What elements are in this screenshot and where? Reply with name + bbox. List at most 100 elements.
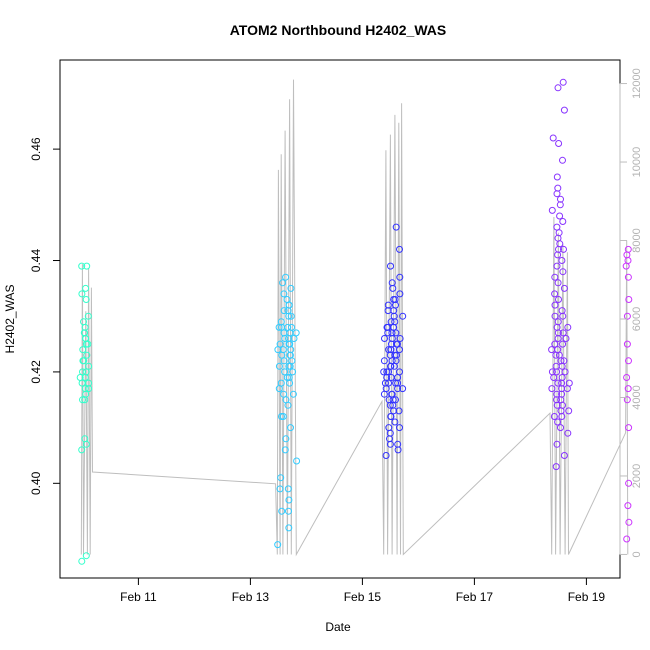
data-point: [82, 284, 90, 292]
secondary-y-tick-label: 2000: [631, 464, 643, 488]
data-point: [85, 379, 92, 387]
data-point: [623, 312, 631, 320]
data-point: [396, 368, 403, 376]
data-point: [277, 318, 285, 326]
data-point: [548, 346, 556, 354]
data-point: [285, 524, 293, 532]
data-point: [80, 318, 87, 326]
data-point: [283, 374, 291, 381]
data-point: [281, 446, 289, 454]
data-point: [554, 251, 562, 259]
data-point: [78, 262, 86, 270]
data-point: [559, 329, 567, 337]
data-point: [79, 368, 86, 376]
data-point: [387, 413, 395, 420]
y-tick-label: 0.40: [29, 471, 43, 495]
data-point: [79, 357, 87, 365]
data-point: [84, 312, 92, 320]
data-point: [549, 134, 557, 142]
data-point: [277, 379, 285, 387]
data-point: [81, 435, 89, 443]
data-point: [394, 440, 402, 448]
data-point: [623, 396, 631, 404]
secondary-y-tick-label: 6000: [631, 307, 643, 331]
data-point: [624, 273, 632, 281]
data-point: [554, 379, 562, 387]
data-point: [279, 279, 287, 287]
data-point: [625, 357, 632, 365]
data-point: [551, 340, 559, 348]
data-point: [556, 212, 564, 220]
data-point: [289, 390, 297, 398]
data-point: [623, 535, 631, 543]
data-point: [624, 385, 632, 393]
data-point: [390, 296, 398, 303]
secondary-y-axis: 0 2000 4000 6000 8000 10000 12000: [619, 68, 643, 558]
data-point: [293, 457, 301, 465]
data-point: [396, 245, 403, 253]
data-point: [385, 346, 393, 354]
data-point: [381, 335, 388, 342]
data-point: [559, 218, 567, 225]
data-point: [557, 195, 564, 203]
data-point: [625, 424, 633, 432]
data-point: [553, 223, 561, 231]
chart-title: ATOM2 Northbound H2402_WAS: [230, 22, 447, 38]
data-point: [388, 279, 396, 287]
x-tick-label: Feb 15: [344, 590, 382, 604]
x-tick-label: Feb 11: [120, 590, 157, 604]
y-axis: 0.40 0.42 0.44 0.46: [29, 137, 61, 495]
data-point: [553, 262, 561, 270]
x-tick-label: Feb 19: [568, 590, 606, 604]
data-point: [382, 452, 390, 459]
data-point: [556, 240, 564, 248]
data-point: [289, 368, 297, 376]
x-tick-label: Feb 13: [232, 590, 270, 604]
data-point: [82, 368, 90, 376]
data-point: [552, 362, 560, 370]
data-point: [623, 374, 631, 381]
data-point: [285, 362, 293, 370]
data-point: [280, 290, 288, 298]
data-point: [553, 190, 561, 198]
data-point: [380, 357, 388, 365]
data-point: [388, 390, 396, 398]
data-point: [550, 374, 558, 381]
data-point: [383, 323, 391, 331]
data-point: [83, 351, 91, 359]
data-point: [560, 284, 568, 292]
data-point: [555, 296, 562, 303]
data-point: [548, 368, 556, 376]
data-point: [558, 257, 566, 264]
data-point: [565, 379, 573, 387]
data-point: [285, 374, 293, 381]
data-point: [625, 296, 633, 303]
data-point: [623, 340, 631, 348]
data-point: [553, 173, 561, 181]
secondary-y-tick-label: 10000: [631, 147, 643, 178]
data-point: [284, 485, 292, 493]
data-point: [288, 323, 295, 331]
data-point: [79, 396, 86, 404]
secondary-y-tick-label: 12000: [631, 68, 643, 99]
data-point: [559, 268, 567, 276]
data-point: [559, 340, 567, 348]
data-point: [385, 424, 393, 432]
data-point: [384, 301, 392, 309]
data-point: [624, 245, 632, 253]
secondary-y-tick-label: 0: [631, 551, 643, 557]
secondary-line: [80, 79, 629, 557]
secondary-y-tick-label: 8000: [631, 228, 643, 252]
data-point: [387, 318, 395, 326]
y-tick-label: 0.44: [29, 249, 43, 273]
data-point: [82, 296, 90, 303]
data-point: [554, 184, 562, 192]
data-point: [551, 290, 559, 298]
data-point: [277, 474, 285, 482]
data-point: [284, 323, 292, 331]
data-point: [278, 413, 285, 420]
data-point: [85, 362, 93, 370]
data-point: [396, 424, 403, 432]
data-point: [551, 273, 559, 281]
data-point: [554, 418, 562, 426]
